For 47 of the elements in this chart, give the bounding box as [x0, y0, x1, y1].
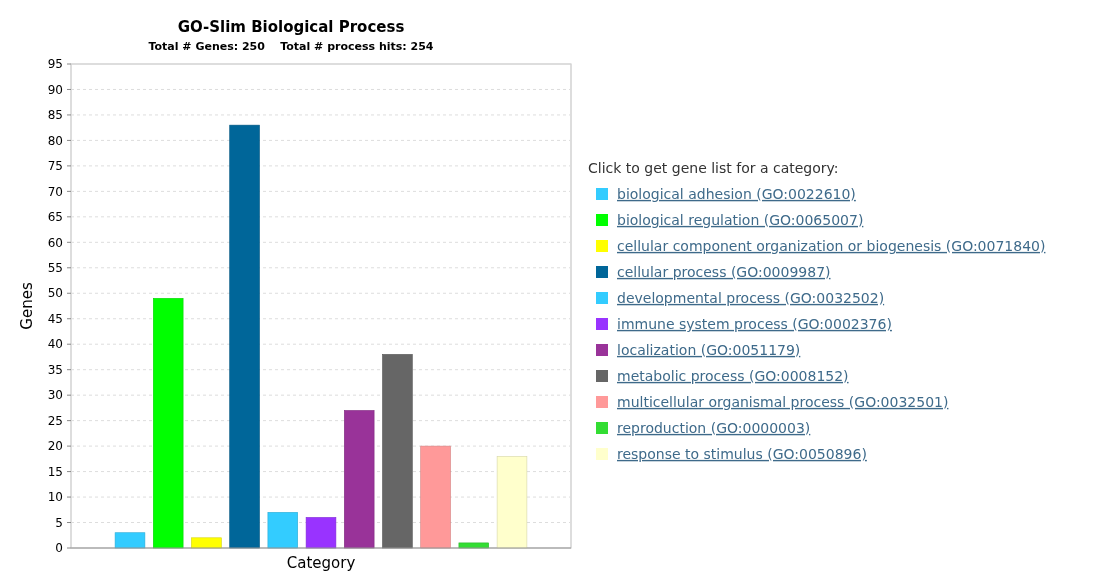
bar: [496, 456, 528, 549]
y-tick-label: 0: [55, 541, 63, 556]
legend-label: reproduction (GO:0000003): [617, 419, 811, 436]
y-tick-label: 55: [47, 260, 63, 275]
legend-label: biological adhesion (GO:0022610): [617, 185, 856, 202]
bar: [382, 354, 413, 549]
y-tick-label: 85: [47, 108, 63, 123]
legend-label: cellular component organization or biogenesis (GO:0071840): [617, 237, 1046, 254]
bar: [420, 445, 451, 549]
bar: [305, 517, 337, 549]
legend-label: developmental process (GO:0032502): [617, 289, 885, 306]
legend-label: localization (GO:0051179): [617, 341, 801, 358]
y-tick-label: 30: [47, 388, 63, 403]
legend-label: biological regulation (GO:0065007): [617, 211, 864, 228]
legend-label: cellular process (GO:0009987): [617, 263, 831, 280]
bar: [229, 124, 260, 549]
y-tick-label: 35: [47, 362, 63, 377]
y-tick-label: 60: [47, 235, 63, 250]
y-tick-label: 40: [47, 337, 63, 352]
legend-label: metabolic process (GO:0008152): [617, 367, 849, 384]
y-tick-label: 50: [47, 286, 63, 301]
bar: [114, 532, 146, 549]
chart-title: GO-Slim Biological Process: [177, 18, 405, 36]
x-axis-title: Category: [286, 554, 356, 572]
chart-subtitle: Total # Genes: 250 Total # process hits: 254: [148, 40, 434, 53]
y-axis-title: Genes: [18, 282, 36, 330]
legend-label: multicellular organismal process (GO:0032501): [617, 393, 949, 410]
y-tick-label: 15: [47, 464, 63, 479]
legend-title: Click to get gene list for a category:: [588, 159, 839, 176]
bar: [344, 410, 375, 549]
y-tick-label: 65: [47, 210, 63, 225]
y-tick-label: 95: [47, 57, 63, 72]
y-tick-label: 10: [47, 490, 63, 505]
bar: [267, 512, 298, 549]
legend-label: immune system process (GO:0002376): [617, 315, 892, 332]
y-tick-label: 20: [47, 439, 63, 454]
bar: [191, 537, 222, 549]
y-tick-label: 75: [47, 159, 63, 174]
y-tick-label: 80: [47, 133, 63, 148]
legend-label: response to stimulus (GO:0050896): [617, 445, 867, 462]
y-tick-label: 5: [55, 515, 63, 530]
y-tick-label: 45: [47, 311, 63, 326]
bar: [458, 542, 489, 549]
bar: [153, 298, 184, 549]
y-tick-label: 70: [47, 184, 63, 199]
y-tick-label: 25: [47, 413, 63, 428]
y-tick-label: 90: [47, 82, 63, 97]
